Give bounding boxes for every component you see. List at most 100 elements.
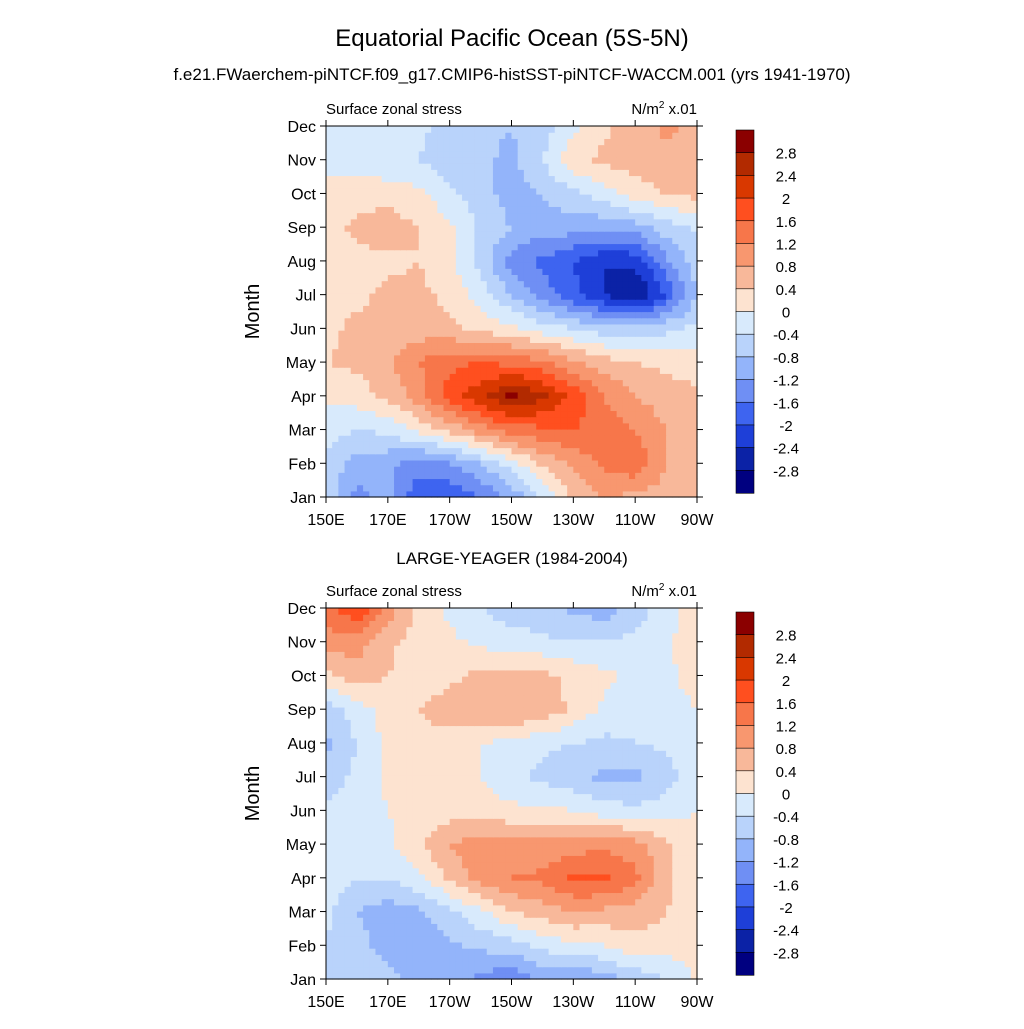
heatmap-cell (617, 200, 624, 207)
heatmap-cell (487, 868, 494, 875)
heatmap-cell (617, 213, 624, 220)
heatmap-cell (660, 435, 667, 442)
heatmap-cell (388, 312, 395, 319)
heatmap-cell (326, 138, 333, 145)
heatmap-cell (375, 404, 382, 411)
heatmap-cell (345, 225, 352, 232)
heatmap-cell (524, 145, 531, 152)
heatmap-cell (474, 967, 481, 974)
heatmap-cell (450, 342, 457, 349)
heatmap-cell (419, 923, 426, 930)
heatmap-cell (481, 843, 488, 850)
heatmap-cell (586, 169, 593, 176)
panel-bottom: LARGE-YEAGER (1984-2004)Surface zonal st… (242, 549, 799, 1011)
heatmap-cell (357, 293, 364, 300)
units-base: N/m (631, 583, 659, 600)
heatmap-cell (685, 126, 692, 133)
heatmap-cell (512, 392, 519, 399)
heatmap-cell (326, 843, 333, 850)
heatmap-cell (623, 472, 630, 479)
heatmap-cell (549, 930, 556, 937)
heatmap-cell (518, 954, 525, 961)
heatmap-cell (598, 435, 605, 442)
heatmap-cell (573, 874, 580, 881)
heatmap-cell (326, 868, 333, 875)
heatmap-cell (450, 250, 457, 257)
heatmap-cell (685, 312, 692, 319)
heatmap-cell (512, 287, 519, 294)
heatmap-cell (456, 250, 463, 257)
heatmap-cell (617, 868, 624, 875)
heatmap-cell (456, 448, 463, 455)
heatmap-cell (462, 905, 469, 912)
heatmap-cell (598, 948, 605, 955)
heatmap-cell (604, 188, 611, 195)
heatmap-cell (351, 960, 358, 967)
heatmap-cell (586, 175, 593, 182)
heatmap-cell (456, 231, 463, 238)
heatmap-cell (351, 472, 358, 479)
heatmap-cell (530, 305, 537, 312)
heatmap-cell (592, 404, 599, 411)
heatmap-cell (610, 299, 617, 306)
heatmap-cell (610, 361, 617, 368)
heatmap-cell (487, 281, 494, 288)
heatmap-cell (382, 849, 389, 856)
heatmap-cell (394, 410, 401, 417)
heatmap-cell (524, 287, 531, 294)
heatmap-cell (648, 942, 655, 949)
heatmap-cell (530, 200, 537, 207)
heatmap-cell (462, 342, 469, 349)
heatmap-cell (345, 126, 352, 133)
heatmap-cell (629, 930, 636, 937)
heatmap-cell (536, 417, 543, 424)
heatmap-cell (518, 960, 525, 967)
heatmap-cell (549, 367, 556, 374)
heatmap-cell (450, 899, 457, 906)
heatmap-cell (672, 849, 679, 856)
heatmap-cell (623, 485, 630, 492)
heatmap-cell (468, 330, 475, 337)
heatmap-cell (357, 138, 364, 145)
heatmap-cell (462, 954, 469, 961)
heatmap-cell (604, 936, 611, 943)
heatmap-cell (443, 243, 450, 250)
heatmap-cell (617, 404, 624, 411)
heatmap-cell (413, 305, 420, 312)
heatmap-cell (462, 478, 469, 485)
heatmap-cell (678, 256, 685, 263)
heatmap-cell (499, 163, 506, 170)
heatmap-cell (388, 441, 395, 448)
heatmap-cell (592, 231, 599, 238)
heatmap-cell (685, 441, 692, 448)
heatmap-cell (481, 855, 488, 862)
heatmap-cell (443, 182, 450, 189)
heatmap-cell (542, 868, 549, 875)
heatmap-cell (419, 868, 426, 875)
heatmap-cell (567, 349, 574, 356)
heatmap-cell (437, 398, 444, 405)
heatmap-cell (468, 454, 475, 461)
heatmap-cell (678, 460, 685, 467)
heatmap-cell (326, 404, 333, 411)
heatmap-cell (400, 386, 407, 393)
heatmap-cell (685, 930, 692, 937)
heatmap-cell (326, 349, 333, 356)
heatmap-cell (505, 219, 512, 226)
heatmap-cell (641, 466, 648, 473)
heatmap-cell (375, 299, 382, 306)
heatmap-cell (332, 441, 339, 448)
heatmap-cell (413, 312, 420, 319)
heatmap-cell (678, 355, 685, 362)
heatmap-cell (660, 849, 667, 856)
heatmap-cell (654, 472, 661, 479)
heatmap-cell (487, 182, 494, 189)
heatmap-cell (437, 855, 444, 862)
heatmap-cell (586, 868, 593, 875)
heatmap-cell (345, 281, 352, 288)
heatmap-cell (419, 336, 426, 343)
heatmap-cell (598, 454, 605, 461)
heatmap-cell (419, 485, 426, 492)
heatmap-cell (567, 478, 574, 485)
heatmap-cell (450, 287, 457, 294)
